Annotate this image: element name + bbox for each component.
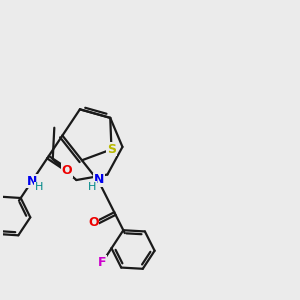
Text: H: H (88, 182, 96, 192)
Text: N: N (27, 175, 37, 188)
Text: F: F (98, 256, 107, 268)
Text: N: N (94, 173, 104, 186)
Text: S: S (107, 143, 116, 156)
Text: H: H (34, 182, 43, 192)
Text: O: O (61, 164, 72, 177)
Text: O: O (88, 216, 99, 229)
